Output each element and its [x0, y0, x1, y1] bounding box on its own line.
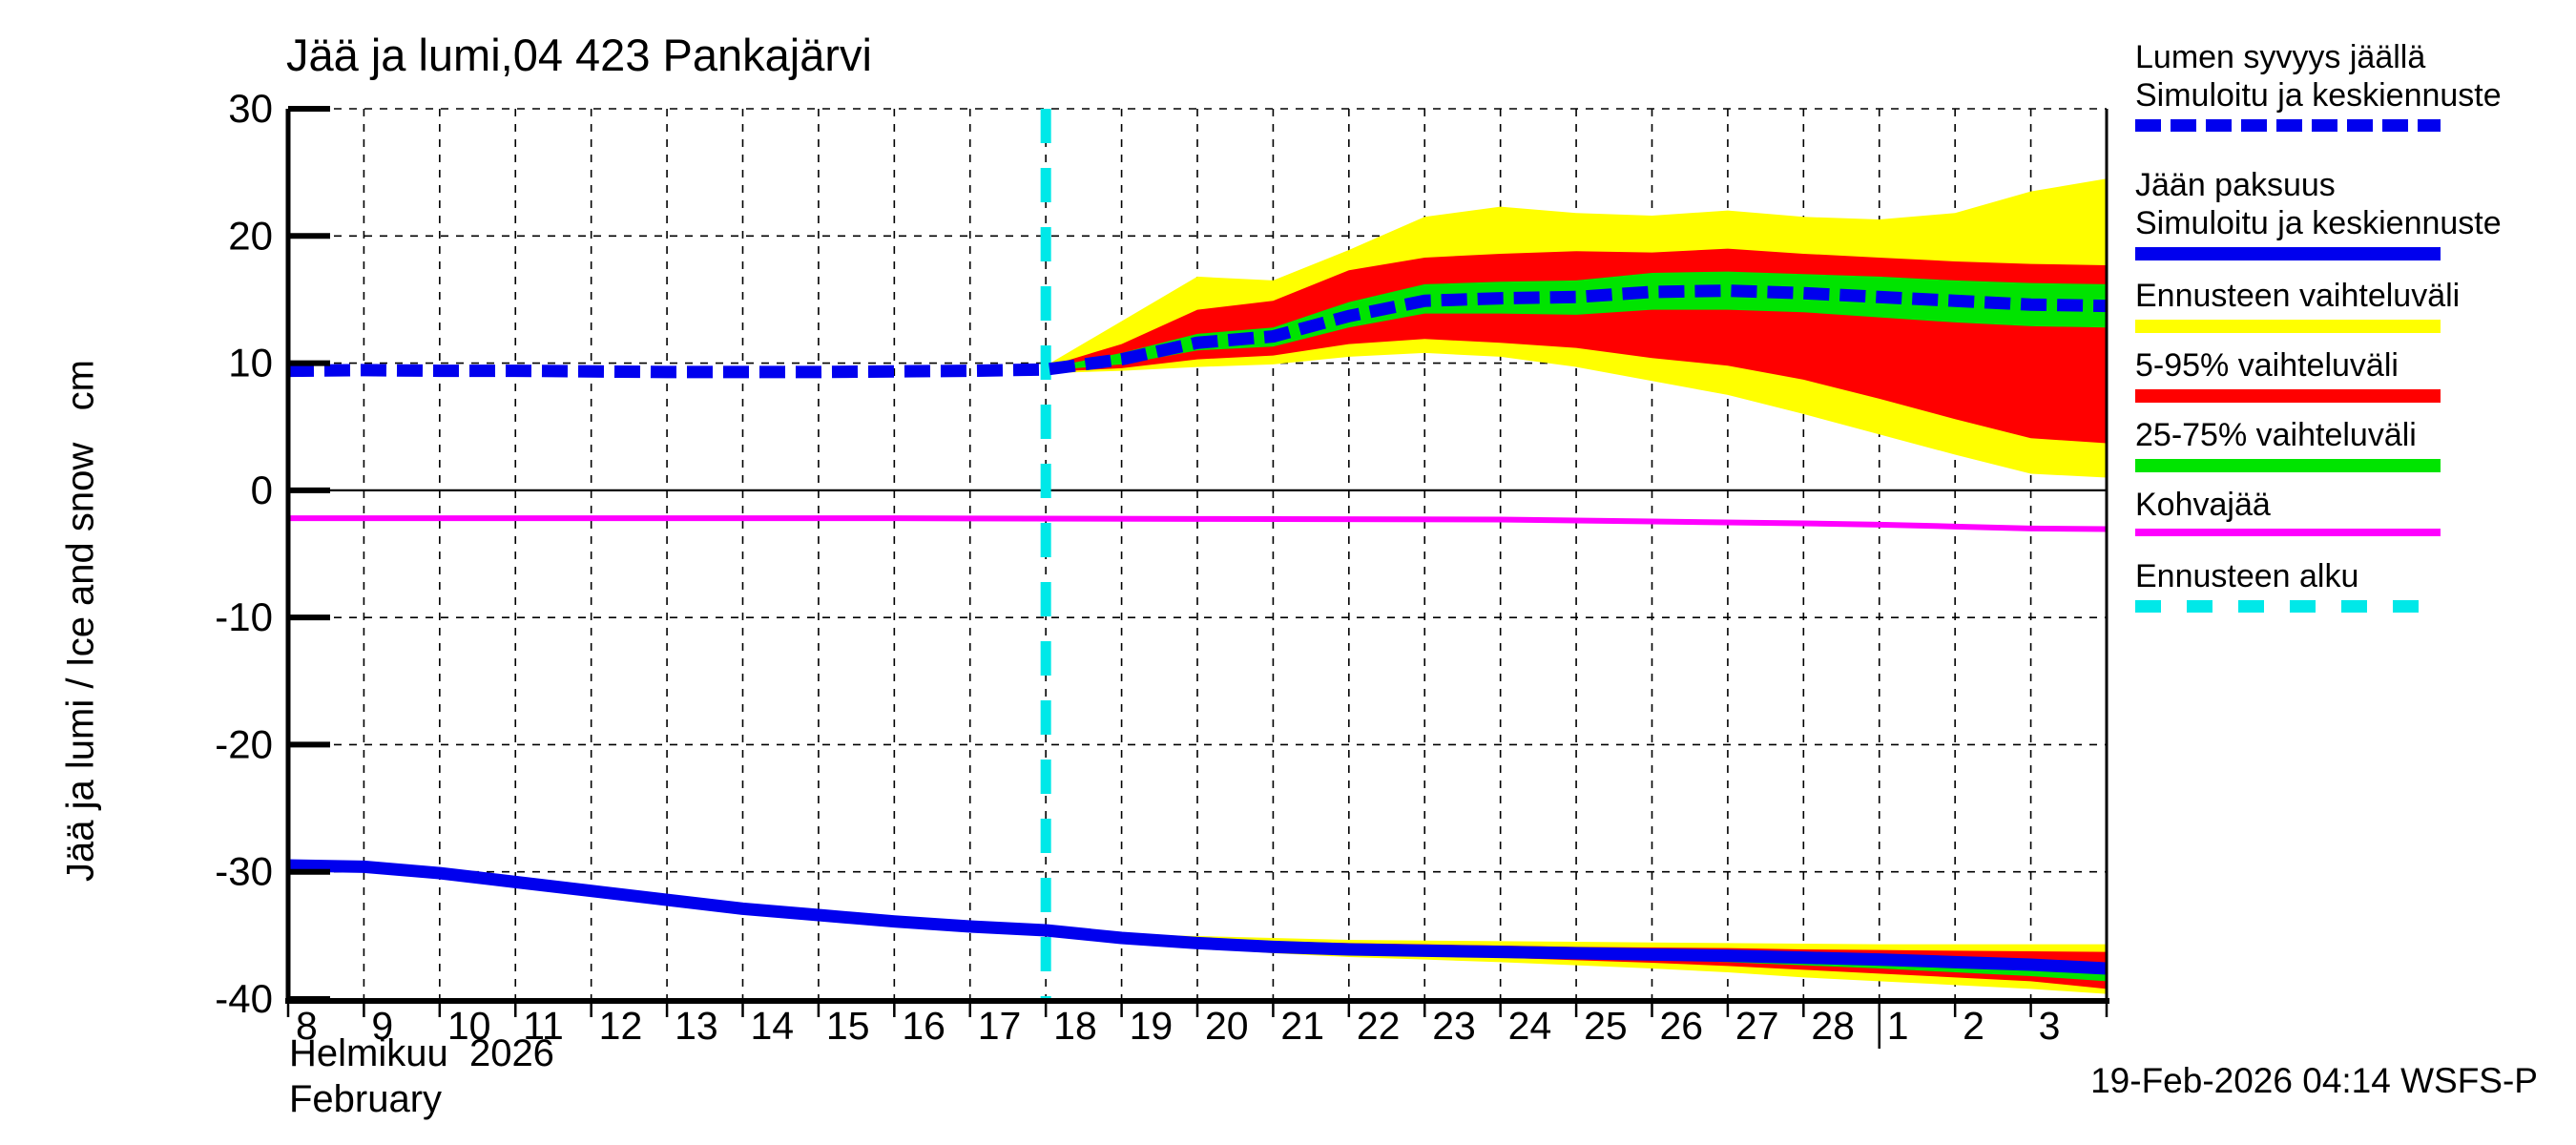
legend-swatch-forecast-range — [2135, 320, 2441, 333]
legend-label: Lumen syvyys jäällä — [2135, 39, 2426, 75]
x-tick-label: 10 — [447, 1004, 491, 1048]
legend-swatch-ice-thickness — [2135, 247, 2441, 260]
x-tick-label: 13 — [675, 1004, 718, 1048]
x-tick-label: 26 — [1660, 1004, 1704, 1048]
x-tick-label: 9 — [371, 1004, 393, 1048]
x-tick-label: 23 — [1432, 1004, 1476, 1048]
y-tick-label: -30 — [215, 849, 273, 894]
legend-label: Jään paksuus — [2135, 167, 2336, 203]
legend-entry-ice-thickness: Jään paksuus Simuloitu ja keskiennuste — [2135, 166, 2502, 260]
legend-label: 5-95% vaihteluväli — [2135, 347, 2399, 384]
legend-swatch-range-5-95 — [2135, 389, 2441, 403]
x-tick-label: 8 — [296, 1004, 318, 1048]
x-tick-label: 27 — [1735, 1004, 1779, 1048]
legend-entry-snow-depth: Lumen syvyys jäällä Simuloitu ja keskienn… — [2135, 38, 2502, 132]
legend-label: Ennusteen vaihteluväli — [2135, 278, 2461, 314]
legend-entry-forecast-start: Ennusteen alku — [2135, 557, 2441, 613]
run-timestamp: 19-Feb-2026 04:14 WSFS-P — [2090, 1061, 2538, 1100]
kohvajaa-line — [288, 515, 2108, 532]
x-tick-label: 18 — [1053, 1004, 1097, 1048]
legend-label: 25-75% vaihteluväli — [2135, 417, 2417, 453]
legend-entry-range-25-75: 25-75% vaihteluväli — [2135, 416, 2441, 472]
legend-swatch-forecast-start — [2135, 600, 2441, 613]
legend-entry-forecast-range: Ennusteen vaihteluväli — [2135, 277, 2460, 333]
x-tick-label: 3 — [2039, 1004, 2061, 1048]
ice-thickness-line — [287, 859, 2108, 975]
x-tick-label: 19 — [1130, 1004, 1174, 1048]
y-tick-label: 0 — [251, 468, 273, 512]
legend-entry-range-5-95: 5-95% vaihteluväli — [2135, 346, 2441, 403]
legend-entry-kohvajaa: Kohvajää — [2135, 486, 2441, 536]
x-tick-label: 20 — [1205, 1004, 1249, 1048]
x-tick-label: 1 — [1887, 1004, 1909, 1048]
y-tick-label: 30 — [228, 86, 273, 131]
x-axis-month-label-en: February — [289, 1078, 443, 1120]
snow-depth-line — [287, 284, 2108, 379]
x-tick-label: 14 — [751, 1004, 795, 1048]
x-axis-month-label-fi: Helmikuu 2026 — [289, 1032, 554, 1074]
legend-label: Simuloitu ja keskiennuste — [2135, 77, 2502, 114]
x-tick-label: 22 — [1357, 1004, 1401, 1048]
x-tick-label: 25 — [1584, 1004, 1628, 1048]
x-tick-label: 12 — [599, 1004, 643, 1048]
x-tick-label: 15 — [826, 1004, 870, 1048]
x-tick-label: 16 — [902, 1004, 945, 1048]
y-tick-label: -10 — [215, 594, 273, 639]
x-tick-label: 17 — [978, 1004, 1022, 1048]
legend-label: Kohvajää — [2135, 487, 2271, 523]
y-tick-label: 20 — [228, 213, 273, 258]
x-tick-label: 11 — [523, 1004, 564, 1048]
x-tick-label: 28 — [1811, 1004, 1855, 1048]
chart-title: Jää ja lumi,04 423 Pankajärvi — [286, 30, 872, 80]
legend-swatch-range-25-75 — [2135, 459, 2441, 472]
x-tick-label: 21 — [1280, 1004, 1324, 1048]
legend-label: Ennusteen alku — [2135, 558, 2359, 594]
legend-swatch-snow-depth — [2135, 119, 2441, 132]
x-tick-label: 24 — [1508, 1004, 1552, 1048]
y-tick-label: -20 — [215, 721, 273, 766]
y-tick-label: 10 — [228, 341, 273, 385]
legend-swatch-kohvajaa — [2135, 529, 2441, 536]
legend-label: Simuloitu ja keskiennuste — [2135, 205, 2502, 241]
y-tick-label: -40 — [215, 976, 273, 1021]
x-tick-label: 2 — [1963, 1004, 1984, 1048]
